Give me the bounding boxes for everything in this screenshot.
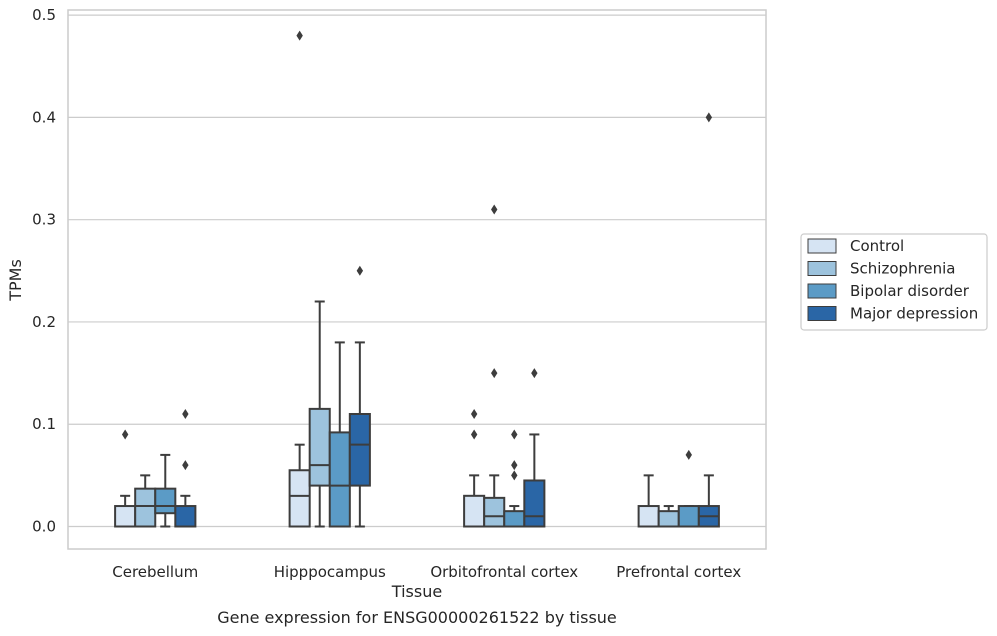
- y-tick-label: 0.4: [32, 108, 56, 126]
- outlier-marker: [296, 30, 303, 41]
- box-group: [328, 341, 351, 528]
- y-tick-label: 0.5: [32, 6, 56, 24]
- outlier-marker: [491, 204, 498, 215]
- legend: Control Schizophrenia Bipolar disorder Majo…: [800, 233, 988, 331]
- chart-caption: Gene expression for ENSG00000261522 by t…: [217, 608, 617, 627]
- box: [308, 407, 331, 487]
- outlier-marker: [491, 368, 498, 379]
- y-tick-label: 0.1: [32, 415, 56, 433]
- legend-frame: [800, 233, 988, 331]
- y-tick-label: 0.2: [32, 313, 56, 331]
- box-group: [288, 30, 311, 528]
- box-group: [657, 505, 680, 528]
- boxes-layer: [114, 30, 720, 528]
- outlier-marker: [356, 265, 364, 276]
- box-group: [308, 300, 331, 528]
- y-tick-label: 0.3: [32, 211, 56, 229]
- box-group: [523, 368, 546, 528]
- y-tick-label: 0.0: [32, 517, 56, 535]
- outlier-marker: [470, 429, 478, 440]
- box: [288, 469, 311, 528]
- box: [657, 510, 680, 528]
- x-axis-title: Tissue: [391, 582, 442, 601]
- outlier-marker: [685, 449, 692, 460]
- legend-swatch: [807, 261, 837, 276]
- outlier-marker: [121, 429, 129, 440]
- outlier-marker: [705, 112, 713, 123]
- box-group: [348, 265, 371, 528]
- box: [174, 505, 197, 528]
- outlier-marker: [511, 470, 518, 481]
- outlier-marker: [182, 408, 189, 419]
- box: [677, 505, 700, 528]
- box: [637, 505, 660, 528]
- box: [523, 479, 546, 528]
- box-group: [154, 453, 177, 528]
- plot-frame: [67, 9, 767, 550]
- x-tick-labels: Cerebellum Hipppocampus Orbitofrontal cort…: [112, 563, 741, 581]
- legend-items: Control Schizophrenia Bipolar disorder Majo…: [807, 237, 978, 323]
- y-axis-title: TPMs: [6, 259, 25, 302]
- legend-swatch: [807, 238, 837, 254]
- outlier-marker: [531, 368, 538, 379]
- outlier-marker: [182, 460, 189, 471]
- legend-label: Control: [850, 237, 904, 255]
- x-tick-label: Cerebellum: [112, 563, 198, 581]
- box-group: [503, 429, 526, 528]
- box: [483, 496, 506, 528]
- box-group: [174, 408, 197, 528]
- x-tick-label: Orbitofrontal cortex: [430, 563, 578, 581]
- box-group: [463, 408, 486, 528]
- box: [503, 510, 526, 528]
- box-group: [697, 112, 720, 528]
- outlier-marker: [511, 429, 518, 440]
- legend-label: Bipolar disorder: [850, 282, 970, 300]
- x-tick-label: Hipppocampus: [274, 563, 386, 581]
- y-tick-labels: 0.0 0.1 0.2 0.3 0.4 0.5: [32, 6, 56, 535]
- box: [348, 412, 371, 487]
- legend-label: Major depression: [850, 305, 978, 323]
- box-group: [637, 474, 660, 528]
- legend-swatch: [807, 306, 837, 321]
- box: [463, 494, 486, 528]
- legend-label: Schizophrenia: [850, 260, 955, 278]
- legend-swatch: [807, 283, 837, 299]
- box: [154, 487, 177, 515]
- box-group: [677, 449, 700, 528]
- plot-area: [68, 10, 766, 549]
- x-tick-label: Prefrontal cortex: [616, 563, 741, 581]
- box: [328, 431, 351, 528]
- outlier-marker: [470, 408, 478, 419]
- box: [114, 505, 137, 528]
- box: [134, 487, 157, 528]
- outlier-marker: [511, 460, 518, 471]
